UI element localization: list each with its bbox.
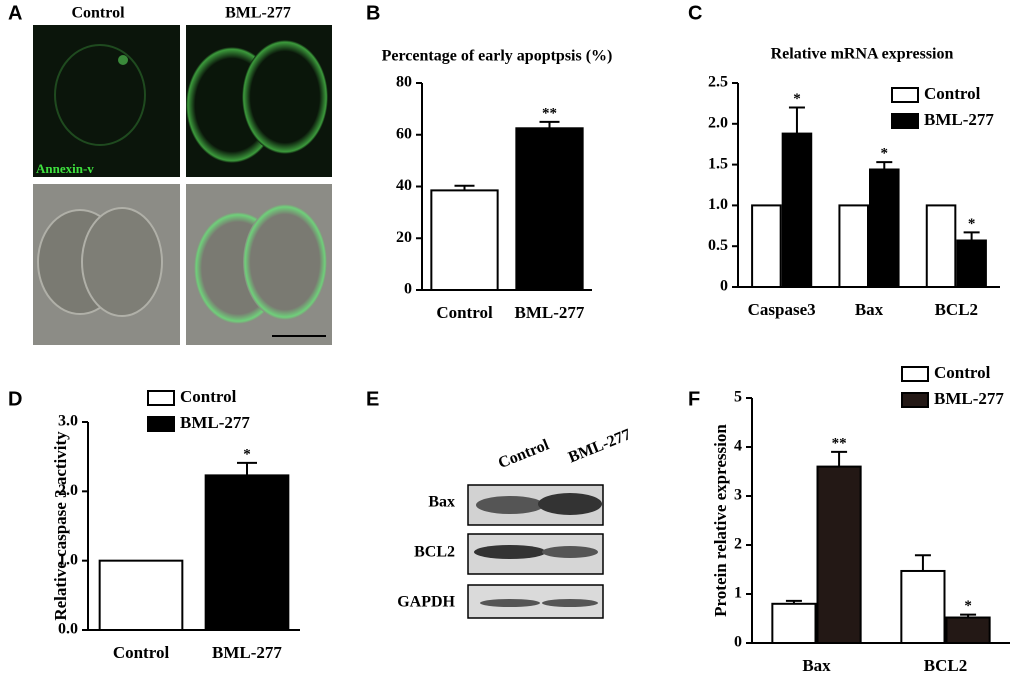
chart-title: Relative mRNA expression <box>771 46 954 63</box>
bar <box>515 127 584 291</box>
fluorescence-image <box>33 25 332 177</box>
y-tick-label: 1.5 <box>708 155 728 172</box>
y-tick-label: 2 <box>734 536 742 553</box>
brightfield-image <box>33 184 332 345</box>
legend-label: BML-277 <box>180 413 250 432</box>
significance-label: * <box>968 216 976 232</box>
significance-label: * <box>964 598 972 614</box>
chart-title: Percentage of early apoptpsis (%) <box>382 48 613 65</box>
y-tick-label: 40 <box>396 177 412 194</box>
y-tick-label: 5 <box>734 389 742 406</box>
legend-label: BML-277 <box>924 110 994 129</box>
y-tick-label: 1.0 <box>708 196 728 213</box>
y-tick-label: 0 <box>720 278 728 295</box>
bar <box>956 239 987 289</box>
panel-label: F <box>688 388 700 410</box>
lane-label: Control <box>496 436 552 472</box>
column-label: Control <box>71 5 125 22</box>
bar <box>430 189 499 292</box>
legend-swatch <box>147 390 175 406</box>
panel-label: D <box>8 388 22 410</box>
x-tick-label: BCL2 <box>935 300 978 319</box>
x-tick-label: BCL2 <box>924 656 967 675</box>
row-label: Bax <box>428 494 455 511</box>
legend-label: BML-277 <box>934 389 1004 408</box>
y-tick-label: 1.0 <box>58 551 78 568</box>
x-tick-label: BML-277 <box>515 303 585 322</box>
y-tick-label: 0.0 <box>58 621 78 638</box>
legend-swatch <box>891 87 919 103</box>
bar <box>838 204 870 288</box>
row-label: BCL2 <box>414 544 455 561</box>
y-tick-label: 0 <box>404 281 412 298</box>
y-tick-label: 2.0 <box>58 482 78 499</box>
x-tick-label: BML-277 <box>212 643 282 662</box>
bar <box>781 132 813 288</box>
y-axis-label: Protein relative expression <box>711 424 730 617</box>
y-tick-label: 0 <box>734 634 742 651</box>
bar <box>945 616 991 645</box>
y-tick-label: 4 <box>734 438 742 455</box>
bar <box>925 204 957 288</box>
bar <box>816 465 862 644</box>
x-tick-label: Control <box>113 643 170 662</box>
legend-swatch <box>891 113 919 129</box>
bar <box>751 204 782 288</box>
column-label: BML-277 <box>225 5 291 22</box>
bar <box>869 168 900 288</box>
legend-swatch <box>901 392 929 408</box>
y-tick-label: 3 <box>734 487 742 504</box>
panel-label: E <box>366 388 379 410</box>
legend-label: Control <box>924 84 981 103</box>
y-tick-label: 60 <box>396 125 412 142</box>
x-tick-label: Control <box>436 303 493 322</box>
significance-label: ** <box>832 435 847 451</box>
panel-label: A <box>8 2 22 24</box>
y-axis-label: Relative caspase 3 activity <box>51 431 70 621</box>
blot-bands <box>467 484 604 619</box>
y-tick-label: 1 <box>734 585 742 602</box>
legend-label: Control <box>180 387 237 406</box>
x-tick-label: Bax <box>855 300 884 319</box>
bar <box>771 602 817 644</box>
y-tick-label: 2.0 <box>708 114 728 131</box>
bar <box>98 559 184 632</box>
lane-label: BML-277 <box>566 426 633 466</box>
bar <box>900 569 946 644</box>
legend-label: Control <box>934 363 991 382</box>
y-tick-label: 3.0 <box>58 413 78 430</box>
row-label: GAPDH <box>397 594 455 611</box>
significance-label: * <box>793 91 801 107</box>
legend-swatch <box>901 366 929 382</box>
significance-label: ** <box>542 105 557 121</box>
y-tick-label: 80 <box>396 74 412 91</box>
legend-swatch <box>147 416 175 432</box>
x-tick-label: Bax <box>802 656 831 675</box>
panel-label: B <box>366 2 380 24</box>
y-tick-label: 0.5 <box>708 237 728 254</box>
y-tick-label: 2.5 <box>708 74 728 91</box>
significance-label: * <box>881 146 889 162</box>
significance-label: * <box>243 446 251 462</box>
x-tick-label: Caspase3 <box>748 300 816 319</box>
panel-label: C <box>688 2 702 24</box>
bar <box>204 474 290 631</box>
stain-label: Annexin-v <box>36 161 94 176</box>
y-tick-label: 20 <box>396 229 412 246</box>
